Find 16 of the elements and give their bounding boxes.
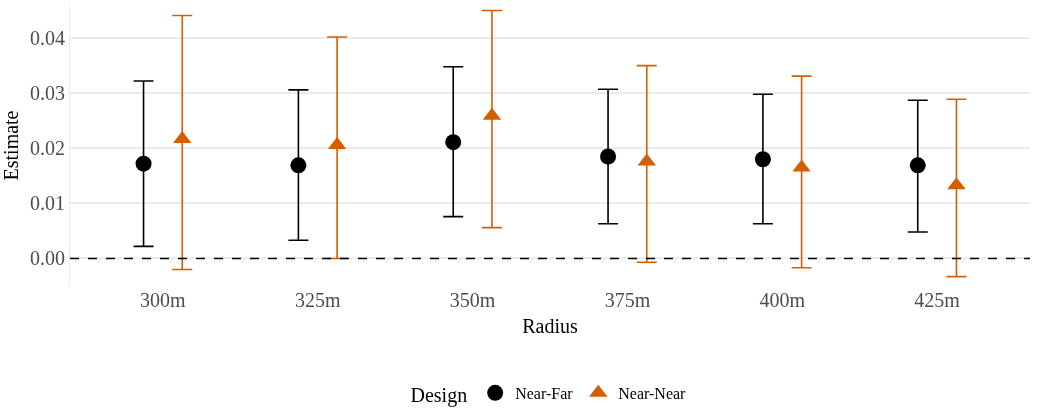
x-tick-label: 425m (914, 289, 961, 311)
x-tick-label: 325m (294, 289, 341, 311)
legend-label: Near-Near (618, 385, 687, 403)
x-tick-label: 375m (604, 289, 651, 311)
y-tick-label: 0.03 (30, 82, 65, 105)
y-tick-label: 0.00 (30, 247, 65, 270)
x-tick-label: 350m (449, 289, 496, 311)
x-axis-title: Radius (522, 314, 578, 337)
x-tick-label: 300m (140, 289, 187, 311)
legend-label: Near-Far (515, 385, 574, 403)
y-tick-label: 0.01 (30, 192, 65, 215)
x-tick-label: 400m (759, 289, 806, 311)
y-tick-label: 0.02 (30, 137, 65, 160)
y-axis-title: Estimate (0, 110, 22, 181)
legend-title: Design (410, 383, 468, 407)
y-tick-label: 0.04 (30, 27, 65, 50)
